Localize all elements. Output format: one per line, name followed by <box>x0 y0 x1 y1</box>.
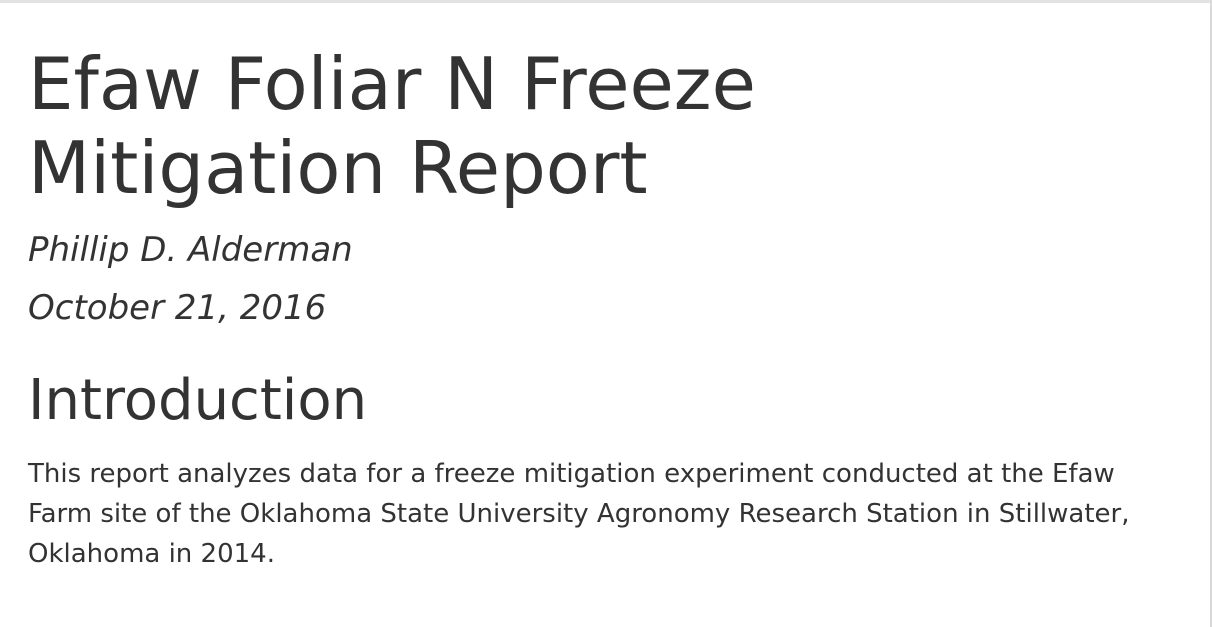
document-date: October 21, 2016 <box>28 288 327 328</box>
document-title-line-2: Mitigation Report <box>28 126 648 210</box>
introduction-paragraph: This report analyzes data for a freeze m… <box>28 459 1130 569</box>
scrollbar-track[interactable] <box>1210 0 1212 627</box>
section-heading-introduction: Introduction <box>28 368 368 433</box>
document-author: Phillip D. Alderman <box>28 230 353 270</box>
document-title-line-1: Efaw Foliar N Freeze <box>28 42 756 126</box>
page-top-border <box>0 0 1212 3</box>
document-title: Efaw Foliar N Freeze Mitigation Report <box>28 42 756 210</box>
